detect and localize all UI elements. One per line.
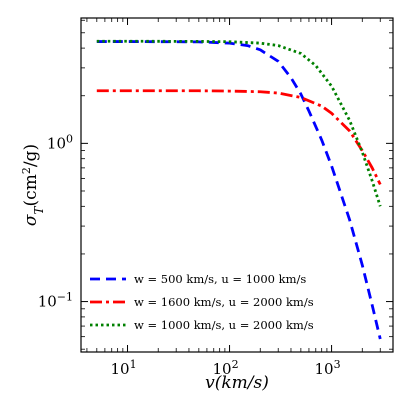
- x-tick-label: 102: [212, 358, 238, 379]
- x-tick-label: 101: [110, 358, 136, 379]
- legend-label-2: w = 1600 km/s, u = 2000 km/s: [134, 295, 314, 309]
- x-axis-label: v(km/s): [205, 373, 269, 393]
- series-line-2: [96, 89, 382, 186]
- legend-label-3: w = 1000 km/s, u = 2000 km/s: [134, 318, 314, 332]
- y-tick-label: 100: [47, 132, 73, 153]
- series-layer: [96, 39, 382, 340]
- legend-label-1: w = 500 km/s, u = 1000 km/s: [134, 272, 306, 286]
- y-axis-label: σT(cm2/g): [20, 144, 47, 226]
- series-line-3: [96, 39, 382, 207]
- y-tick-label: 10−1: [38, 290, 73, 311]
- x-tick-label: 103: [315, 358, 341, 379]
- legend: w = 500 km/s, u = 1000 km/s w = 1600 km/s…: [90, 272, 314, 332]
- plot-frame: [80, 17, 394, 353]
- plot-background: [81, 18, 393, 352]
- ticks-layer: 101 102 103 10−1 100: [38, 18, 394, 379]
